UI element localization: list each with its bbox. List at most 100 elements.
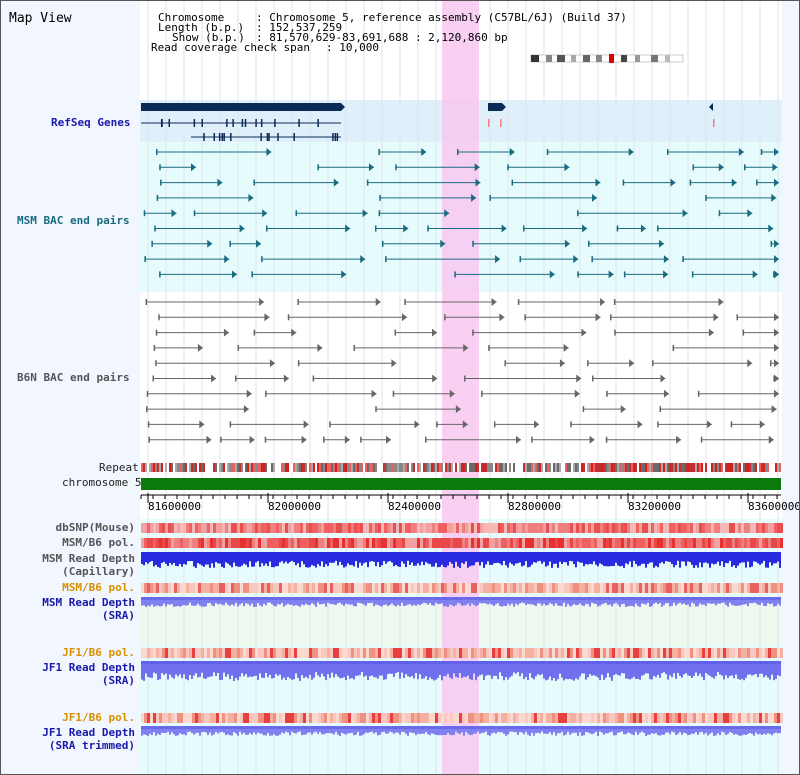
repeat-segment (427, 463, 429, 472)
heat-cell (168, 523, 171, 533)
heat-cell (552, 523, 555, 533)
depth-bar (645, 597, 647, 605)
heat-cell (414, 713, 417, 723)
depth-bar (573, 552, 575, 565)
repeat-segment (371, 463, 373, 472)
heat-cell (477, 713, 480, 723)
depth-bar (239, 661, 241, 677)
depth-bar (669, 597, 671, 607)
depth-bar (181, 661, 183, 679)
depth-bar (363, 661, 365, 677)
jf1-read-depth-trimmed-label[interactable]: JF1 Read Depth (42, 726, 135, 739)
depth-bar (317, 661, 319, 676)
heat-cell (504, 583, 507, 593)
depth-bar (549, 597, 551, 604)
heat-cell (285, 648, 288, 658)
depth-bar (231, 726, 233, 736)
msm-bac-pairs-track[interactable] (143, 148, 779, 279)
heat-cell (450, 523, 453, 533)
repeat-segment (493, 463, 495, 472)
repeat-segment (355, 463, 357, 472)
depth-base (141, 661, 781, 664)
repeat-segment (397, 463, 399, 472)
jf1-read-depth-sra-label[interactable]: JF1 Read Depth (42, 661, 135, 674)
dbsnp-label[interactable]: dbSNP(Mouse) (55, 521, 135, 534)
msm-b6-pol-2-label[interactable]: MSM/B6 pol. (62, 581, 135, 594)
chromosome-bar[interactable] (141, 478, 781, 490)
depth-bar (761, 726, 763, 735)
heat-cell (255, 538, 258, 548)
repeat-segment (719, 463, 721, 472)
bac-end (199, 420, 205, 429)
repeat-segment (695, 463, 697, 472)
b6n-bac-label[interactable]: B6N BAC end pairs (17, 371, 130, 384)
depth-bar (425, 726, 427, 733)
depth-bar (475, 726, 477, 734)
heat-cell (684, 523, 687, 533)
depth-bar (439, 552, 441, 567)
heat-cell (243, 538, 246, 548)
heat-cell (636, 648, 639, 658)
heat-cell (687, 523, 690, 533)
heat-cell (201, 583, 204, 593)
repeat-segment (679, 463, 681, 472)
msm-read-depth-sra-label[interactable]: MSM Read Depth (42, 596, 135, 609)
bac-end (392, 390, 395, 397)
heat-cell (528, 648, 531, 658)
jf1-b6-pol-2-label[interactable]: JF1/B6 pol. (62, 711, 135, 724)
depth-bar (381, 597, 383, 607)
msm-read-depth-capillary-label[interactable]: MSM Read Depth (42, 552, 135, 565)
heat-cell (594, 583, 597, 593)
depth-bar (475, 597, 477, 607)
depth-bar (515, 726, 517, 733)
depth-bar (467, 597, 469, 604)
b6n-bac-pairs-track[interactable] (145, 298, 779, 444)
highlight-region[interactable] (442, 1, 479, 774)
heat-cell (639, 713, 642, 723)
depth-bar (393, 661, 395, 677)
depth-bar (445, 552, 447, 568)
heat-cell (549, 583, 552, 593)
depth-bar (387, 661, 389, 675)
depth-bar (363, 597, 365, 605)
heat-cell (600, 648, 603, 658)
depth-bar (557, 597, 559, 606)
gene-arrow (709, 103, 713, 111)
refseq-genes-label[interactable]: RefSeq Genes (51, 116, 131, 129)
heat-cell (591, 523, 594, 533)
jf1-b6-pol-label[interactable]: JF1/B6 pol. (62, 646, 135, 659)
heat-cell (213, 648, 216, 658)
msm-bac-label[interactable]: MSM BAC end pairs (17, 214, 130, 227)
depth-bar (693, 726, 695, 734)
msm-b6-pol-label[interactable]: MSM/B6 pol. (62, 536, 135, 549)
heat-cell (747, 583, 750, 593)
bac-end (341, 270, 347, 279)
repeat-segment (359, 463, 361, 472)
depth-bar (685, 552, 687, 566)
refseq-genes-track[interactable] (141, 103, 715, 141)
depth-bar (499, 726, 501, 733)
repeat-track[interactable] (141, 463, 781, 472)
heat-cell (195, 583, 198, 593)
depth-bar (175, 597, 177, 607)
repeat-segment (153, 463, 155, 472)
depth-bar (263, 552, 265, 566)
repeat-segment (621, 463, 623, 472)
heat-cell (738, 648, 741, 658)
read-depth-tracks[interactable] (141, 552, 781, 736)
heat-cell (492, 648, 495, 658)
bac-end (303, 420, 309, 429)
heat-cell (774, 648, 777, 658)
heatmap-tracks[interactable] (141, 523, 783, 723)
heat-cell (684, 538, 687, 548)
heat-cell (162, 713, 165, 723)
heat-cell (426, 523, 429, 533)
bac-end (591, 256, 593, 263)
chromosome-ideogram[interactable] (530, 54, 684, 63)
depth-bar (271, 726, 273, 736)
bac-end (622, 179, 625, 186)
heat-cell (390, 713, 393, 723)
depth-bar (365, 661, 367, 676)
depth-bar (301, 661, 303, 676)
